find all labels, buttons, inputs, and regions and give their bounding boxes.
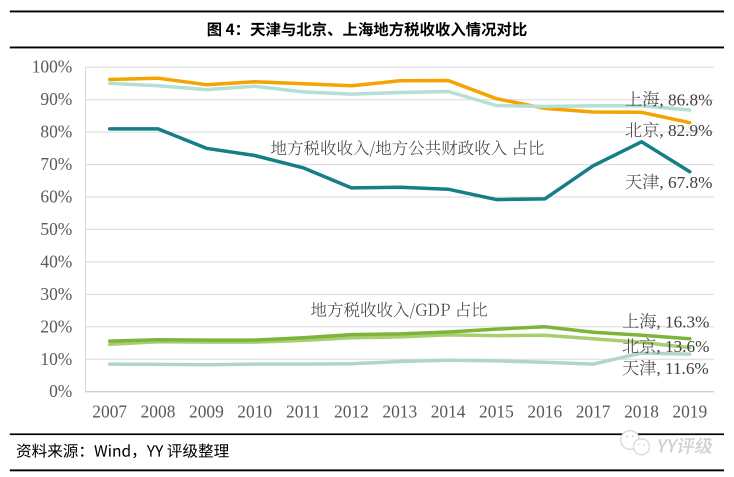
svg-text:, 86.8%: , 86.8% [659,90,712,109]
svg-text:30%: 30% [40,284,72,304]
svg-text:2017: 2017 [576,402,611,422]
svg-text:, 13.6%: , 13.6% [656,337,709,356]
svg-text:, 11.6%: , 11.6% [656,359,708,378]
svg-text:2012: 2012 [334,402,369,422]
svg-text:20%: 20% [40,316,72,336]
svg-text:2007: 2007 [92,402,127,422]
svg-text:2013: 2013 [382,402,417,422]
svg-text:2009: 2009 [189,402,224,422]
svg-text:2015: 2015 [479,402,514,422]
svg-text:2019: 2019 [672,402,707,422]
svg-text:0%: 0% [49,381,72,401]
svg-text:, 82.9%: , 82.9% [659,121,712,140]
svg-text:2011: 2011 [286,402,320,422]
svg-text:, 16.3%: , 16.3% [656,312,709,331]
svg-text:2010: 2010 [237,402,272,422]
svg-text:2014: 2014 [431,402,466,422]
svg-text:2018: 2018 [624,402,659,422]
svg-text:80%: 80% [40,122,72,142]
svg-text:50%: 50% [40,219,72,239]
svg-text:60%: 60% [40,187,72,207]
svg-text:2016: 2016 [527,402,562,422]
svg-text:40%: 40% [40,251,72,271]
svg-text:2008: 2008 [141,402,176,422]
svg-text:10%: 10% [40,349,72,369]
svg-text:90%: 90% [40,89,72,109]
svg-text:70%: 70% [40,154,72,174]
svg-text:, 67.8%: , 67.8% [659,173,712,192]
svg-text:100%: 100% [32,57,73,77]
